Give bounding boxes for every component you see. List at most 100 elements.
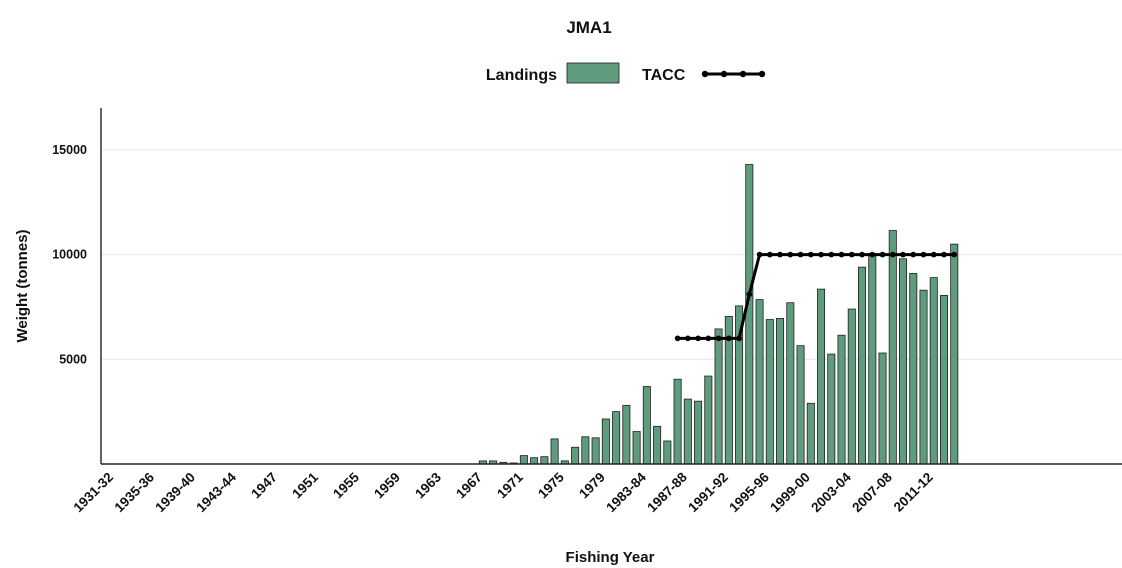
- tacc-point: [869, 251, 876, 258]
- landings-bar: [847, 308, 856, 465]
- tacc-point: [777, 251, 783, 258]
- x-tick-label: 1959: [371, 470, 403, 502]
- x-tick-label: 1971: [494, 469, 526, 501]
- landings-bar: [765, 319, 774, 465]
- tacc-point: [859, 251, 865, 258]
- tacc-point: [674, 335, 681, 342]
- x-tick-label: 1991-92: [685, 470, 731, 516]
- landings-bars: [478, 164, 959, 465]
- landings-bar: [858, 266, 867, 465]
- landings-bar: [878, 352, 887, 465]
- y-axis-title: Weight (tonnes): [14, 229, 31, 342]
- tacc-line: [677, 253, 955, 340]
- tacc-point: [797, 251, 804, 258]
- tacc-point: [685, 335, 691, 342]
- landings-bar: [540, 456, 549, 465]
- x-tick-label: 2003-04: [808, 469, 854, 515]
- tacc-series: [674, 251, 958, 342]
- tacc-point: [951, 251, 958, 258]
- y-tick-label: 5000: [59, 352, 87, 366]
- y-tick-labels: 5000 10000 15000: [52, 143, 87, 366]
- landings-bar: [571, 446, 580, 465]
- landings-bar: [663, 440, 672, 465]
- tacc-point: [705, 335, 712, 342]
- landings-bar: [581, 436, 590, 465]
- tacc-point: [889, 251, 896, 258]
- landings-bar: [714, 328, 723, 465]
- x-tick-label: 1955: [330, 469, 362, 501]
- landings-bar: [642, 386, 651, 465]
- landings-bar: [601, 418, 610, 465]
- tacc-point: [838, 251, 845, 258]
- tacc-point: [848, 251, 855, 258]
- chart-title: JMA1: [566, 18, 611, 37]
- tacc-point: [930, 251, 937, 258]
- landings-bar: [755, 299, 764, 465]
- landings-bar: [929, 277, 938, 465]
- landings-bar: [919, 289, 928, 465]
- x-tick-label: 2007-08: [849, 469, 895, 515]
- x-tick-label: 1947: [248, 470, 280, 502]
- legend-marker-tacc: [701, 70, 709, 78]
- landings-bar: [776, 318, 785, 465]
- landings-bar: [827, 353, 836, 465]
- landings-bar: [632, 431, 641, 465]
- x-tick-label: 1975: [535, 469, 567, 501]
- landings-bar: [612, 411, 621, 465]
- x-tick-label: 1999-00: [767, 470, 813, 516]
- landings-bar: [817, 288, 826, 465]
- tacc-point: [879, 251, 886, 258]
- x-axis-title: Fishing Year: [566, 549, 655, 566]
- landings-bar: [673, 378, 682, 465]
- tacc-point: [818, 251, 824, 258]
- legend-label-landings: Landings: [486, 67, 557, 84]
- landings-bar: [745, 164, 754, 465]
- x-tick-label: 1995-96: [726, 469, 772, 515]
- landings-bar: [704, 375, 713, 465]
- x-tick-label: 1963: [412, 469, 444, 501]
- landings-bar: [899, 258, 908, 465]
- landings-bar: [622, 404, 631, 465]
- landings-bar: [837, 334, 846, 465]
- x-tick-label: 1987-88: [644, 469, 690, 515]
- legend-marker-tacc: [739, 70, 747, 78]
- landings-bar: [786, 302, 795, 465]
- x-tick-label: 1939-40: [152, 470, 198, 516]
- x-tick-label: 1935-36: [111, 469, 157, 515]
- legend-marker-tacc: [720, 70, 728, 78]
- gridlines: [101, 149, 1122, 360]
- y-tick-label: 15000: [52, 143, 87, 157]
- landings-bar: [950, 243, 959, 465]
- landings-bar: [888, 230, 897, 465]
- y-tick-label: 10000: [52, 248, 87, 262]
- legend-swatch-landings: [566, 62, 620, 84]
- landings-bar: [796, 345, 805, 465]
- x-tick-label: 1983-84: [603, 469, 649, 515]
- x-tick-label: 1943-44: [193, 469, 239, 515]
- x-tick-label: 1931-32: [70, 470, 116, 516]
- landings-bar: [806, 402, 815, 465]
- tacc-point: [715, 335, 722, 342]
- landings-bar: [868, 253, 877, 465]
- tacc-point: [920, 251, 927, 258]
- axes: [100, 108, 1122, 465]
- landings-bar: [683, 398, 692, 465]
- tacc-point: [736, 335, 742, 342]
- legend: Landings TACC: [486, 62, 766, 84]
- x-tick-label: 1967: [453, 470, 485, 502]
- tacc-point: [756, 251, 763, 258]
- landings-bar: [550, 438, 559, 465]
- tacc-point: [828, 251, 835, 258]
- x-tick-label: 2011-12: [891, 470, 936, 515]
- landings-bar: [591, 437, 600, 465]
- landings-bar: [940, 295, 949, 465]
- landings-bar: [694, 400, 703, 465]
- tacc-point: [726, 335, 732, 342]
- tacc-point: [787, 251, 794, 258]
- landings-bar: [530, 457, 539, 465]
- legend-label-tacc: TACC: [642, 67, 686, 84]
- tacc-point: [767, 251, 773, 258]
